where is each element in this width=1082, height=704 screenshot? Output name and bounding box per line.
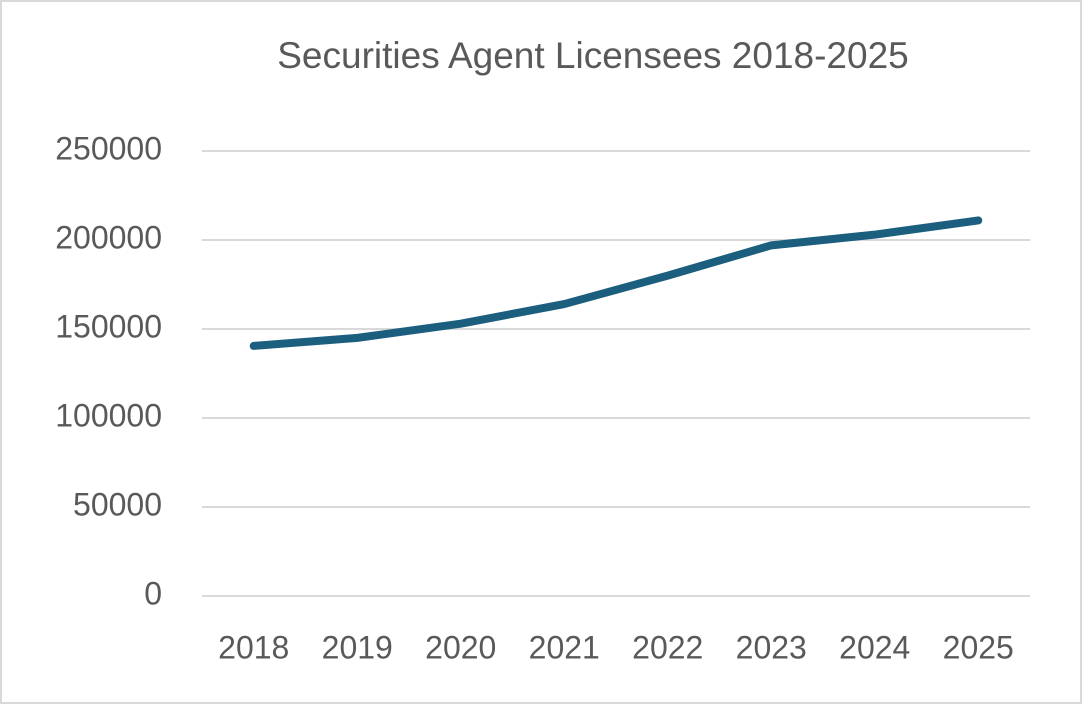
x-tick-label: 2021 — [529, 629, 600, 665]
x-tick-label: 2023 — [736, 629, 807, 665]
x-tick-label: 2018 — [218, 629, 289, 665]
x-tick-label: 2024 — [839, 629, 910, 665]
x-tick-label: 2025 — [943, 629, 1014, 665]
y-tick-label: 50000 — [73, 486, 162, 522]
y-tick-label: 250000 — [55, 130, 162, 166]
y-tick-label: 100000 — [55, 397, 162, 433]
x-tick-label: 2022 — [632, 629, 703, 665]
chart-title: Securities Agent Licensees 2018-2025 — [277, 35, 909, 76]
x-tick-label: 2019 — [322, 629, 393, 665]
x-tick-label: 2020 — [425, 629, 496, 665]
y-tick-label: 0 — [144, 575, 162, 611]
data-line — [249, 216, 983, 350]
y-tick-label: 200000 — [55, 219, 162, 255]
y-tick-label: 150000 — [55, 308, 162, 344]
